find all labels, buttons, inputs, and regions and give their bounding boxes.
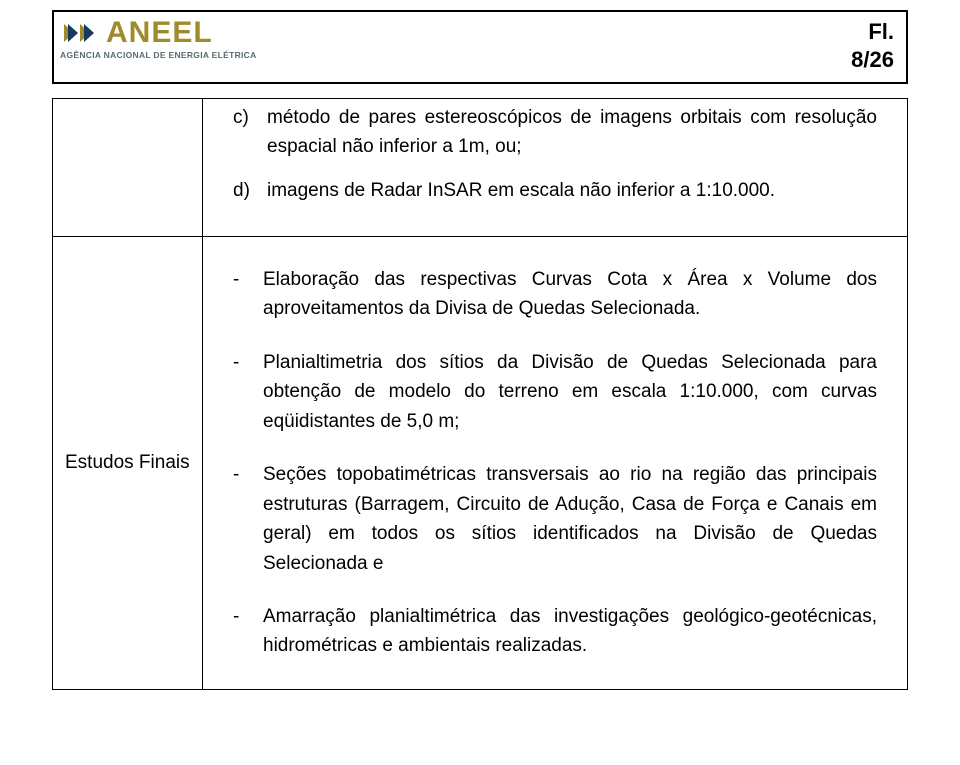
- row2-left-cell: Estudos Finais: [53, 237, 203, 690]
- list-item: - Seções topobatimétricas transversais a…: [233, 460, 877, 578]
- row2-right-cell: - Elaboração das respectivas Curvas Cota…: [203, 237, 908, 690]
- table-row: c) método de pares estereoscópicos de im…: [53, 99, 908, 237]
- item-marker: -: [233, 265, 263, 324]
- item-text: Seções topobatimétricas transversais ao …: [263, 460, 877, 578]
- list-item: - Amarração planialtimétrica das investi…: [233, 602, 877, 661]
- content-table: c) método de pares estereoscópicos de im…: [52, 98, 908, 690]
- item-text: Elaboração das respectivas Curvas Cota x…: [263, 265, 877, 324]
- page-label-fl: Fl.: [851, 18, 894, 46]
- item-marker: d): [233, 176, 267, 205]
- logo-block: ANEEL AGÊNCIA NACIONAL DE ENERGIA ELÉTRI…: [60, 18, 280, 60]
- item-marker: -: [233, 348, 263, 436]
- list-item: c) método de pares estereoscópicos de im…: [233, 103, 877, 162]
- page-indicator: Fl. 8/26: [851, 18, 894, 73]
- logo-row: ANEEL: [60, 18, 280, 48]
- list-item: - Elaboração das respectivas Curvas Cota…: [233, 265, 877, 324]
- page-number: 8/26: [851, 46, 894, 74]
- item-text: método de pares estereoscópicos de image…: [267, 103, 877, 162]
- list-item: - Planialtimetria dos sítios da Divisão …: [233, 348, 877, 436]
- logo-subtitle: AGÊNCIA NACIONAL DE ENERGIA ELÉTRICA: [60, 50, 280, 60]
- item-marker: -: [233, 460, 263, 578]
- item-marker: -: [233, 602, 263, 661]
- item-marker: c): [233, 103, 267, 162]
- aneel-logo-icon: [60, 20, 100, 46]
- list-item: d) imagens de Radar InSAR em escala não …: [233, 176, 877, 205]
- item-text: Planialtimetria dos sítios da Divisão de…: [263, 348, 877, 436]
- item-text: imagens de Radar InSAR em escala não inf…: [267, 176, 877, 205]
- logo-name: ANEEL: [106, 18, 213, 48]
- page-container: ANEEL AGÊNCIA NACIONAL DE ENERGIA ELÉTRI…: [0, 0, 960, 765]
- row1-right-cell: c) método de pares estereoscópicos de im…: [203, 99, 908, 237]
- table-row: Estudos Finais - Elaboração das respecti…: [53, 237, 908, 690]
- row-label: Estudos Finais: [65, 452, 190, 473]
- row1-left-cell: [53, 99, 203, 237]
- item-text: Amarração planialtimétrica das investiga…: [263, 602, 877, 661]
- header-box: ANEEL AGÊNCIA NACIONAL DE ENERGIA ELÉTRI…: [52, 10, 908, 84]
